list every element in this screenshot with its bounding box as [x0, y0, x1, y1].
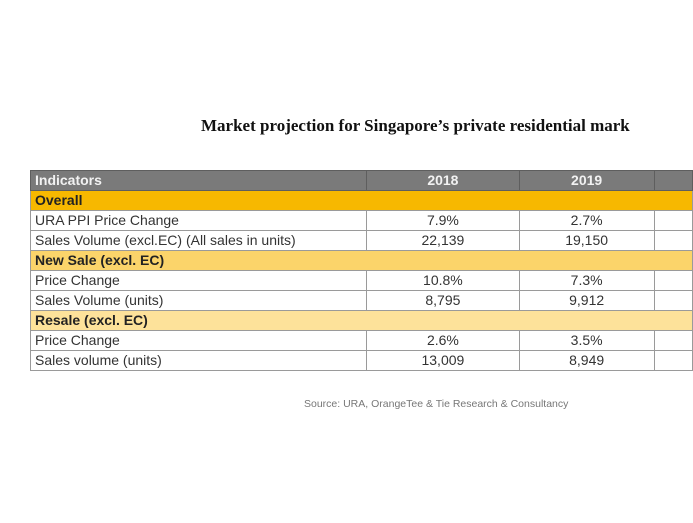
- value-next: [653, 230, 693, 251]
- indicator-cell: Price Change: [29, 330, 368, 351]
- table-row: Price Change 2.6% 3.5%: [29, 330, 693, 351]
- table-row: URA PPI Price Change 7.9% 2.7%: [29, 210, 693, 231]
- table-row: Sales volume (units) 13,009 8,949: [29, 350, 693, 371]
- section-label: Overall: [30, 190, 693, 211]
- value-2018: 10.8%: [366, 270, 520, 291]
- indicator-cell: Sales volume (units): [29, 350, 368, 371]
- value-2019: 2.7%: [518, 210, 655, 231]
- indicator-cell: URA PPI Price Change: [29, 210, 368, 231]
- section-row-new-sale: New Sale (excl. EC): [30, 250, 693, 271]
- header-2019: 2019: [518, 170, 655, 191]
- value-2018: 22,139: [366, 230, 520, 251]
- value-next: [653, 290, 693, 311]
- header-indicators: Indicators: [29, 170, 368, 191]
- value-2018: 7.9%: [366, 210, 520, 231]
- value-next: [653, 330, 693, 351]
- value-next: [653, 270, 693, 291]
- source-note: Source: URA, OrangeTee & Tie Research & …: [304, 398, 569, 410]
- section-row-resale: Resale (excl. EC): [30, 310, 693, 331]
- market-projection-table: Indicators 2018 2019 Overall URA PPI Pri…: [29, 170, 693, 371]
- table-row: Sales Volume (units) 8,795 9,912: [29, 290, 693, 311]
- value-2019: 19,150: [518, 230, 655, 251]
- value-2019: 7.3%: [518, 270, 655, 291]
- value-2019: 9,912: [518, 290, 655, 311]
- indicator-cell: Sales Volume (excl.EC) (All sales in uni…: [29, 230, 368, 251]
- indicator-cell: Price Change: [29, 270, 368, 291]
- section-label: New Sale (excl. EC): [30, 250, 693, 271]
- header-next-year: [653, 170, 693, 191]
- value-2018: 13,009: [366, 350, 520, 371]
- section-label: Resale (excl. EC): [30, 310, 693, 331]
- value-2019: 8,949: [518, 350, 655, 371]
- value-next: [653, 350, 693, 371]
- header-2018: 2018: [366, 170, 520, 191]
- value-next: [653, 210, 693, 231]
- section-row-overall: Overall: [30, 190, 693, 211]
- table-row: Sales Volume (excl.EC) (All sales in uni…: [29, 230, 693, 251]
- value-2019: 3.5%: [518, 330, 655, 351]
- table-title: Market projection for Singapore’s privat…: [201, 116, 630, 135]
- value-2018: 8,795: [366, 290, 520, 311]
- indicator-cell: Sales Volume (units): [29, 290, 368, 311]
- table-header-row: Indicators 2018 2019: [29, 170, 693, 191]
- table-row: Price Change 10.8% 7.3%: [29, 270, 693, 291]
- value-2018: 2.6%: [366, 330, 520, 351]
